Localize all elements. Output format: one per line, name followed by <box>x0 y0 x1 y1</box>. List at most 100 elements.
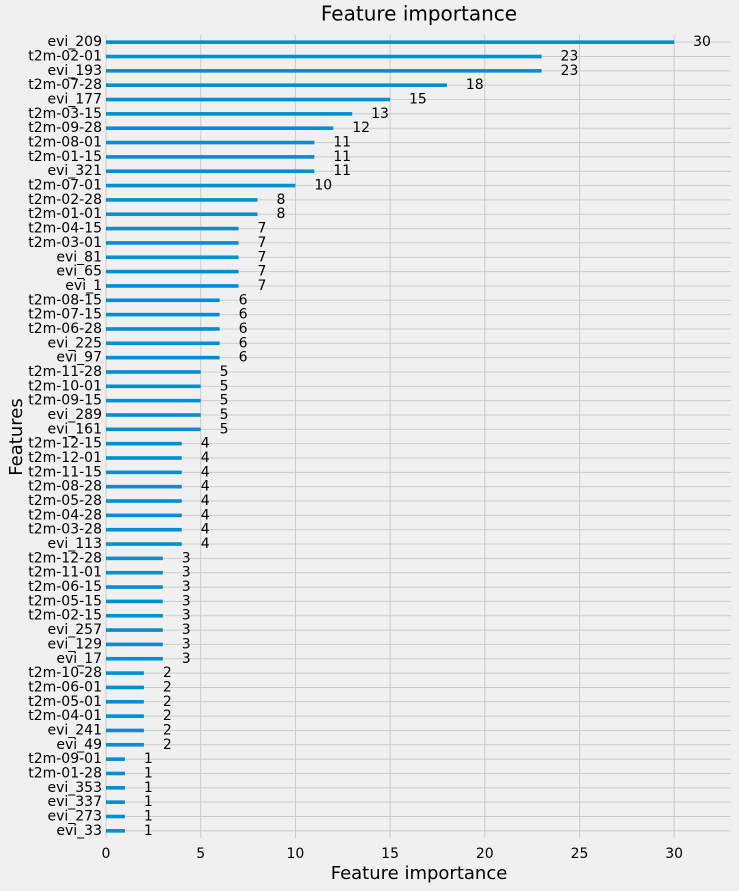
y-tick-label: evi_225 <box>47 335 102 351</box>
x-tick-label: 20 <box>476 846 494 862</box>
y-tick-label: t2m-12-15 <box>28 436 102 452</box>
y-tick-label: evi_193 <box>47 63 102 79</box>
y-tick-label: t2m-03-15 <box>28 106 102 122</box>
value-label: 8 <box>276 206 285 222</box>
value-label: 4 <box>201 536 210 552</box>
bar <box>106 384 201 389</box>
bar <box>106 241 239 245</box>
y-tick-label: t2m-01-15 <box>28 149 102 165</box>
y-tick-label: evi_113 <box>47 536 102 552</box>
bar <box>106 427 201 432</box>
value-label: 5 <box>220 378 229 394</box>
bar <box>106 341 220 346</box>
y-tick-label: evi_33 <box>56 823 102 839</box>
bar <box>106 742 144 747</box>
bar <box>106 312 220 317</box>
value-label: 11 <box>333 163 351 179</box>
bar <box>106 54 542 59</box>
y-tick-label: t2m-05-15 <box>28 593 102 609</box>
value-label: 2 <box>163 708 172 724</box>
y-tick-label: t2m-01-01 <box>28 206 102 222</box>
value-label: 8 <box>276 192 285 208</box>
bar <box>106 499 182 503</box>
bar <box>106 570 163 575</box>
bar <box>106 198 258 202</box>
y-tick-label: evi_1 <box>65 278 102 294</box>
y-tick-label: t2m-08-15 <box>28 292 102 308</box>
value-label: 4 <box>201 436 210 452</box>
value-label: 23 <box>561 49 579 65</box>
y-tick-label: evi_177 <box>47 92 102 108</box>
y-tick-label: evi_49 <box>56 737 102 753</box>
y-tick-label: t2m-09-15 <box>28 393 102 409</box>
value-label: 2 <box>163 722 172 738</box>
bar <box>106 441 182 446</box>
value-label: 7 <box>258 264 267 280</box>
y-tick-label: t2m-05-28 <box>28 493 102 509</box>
bar <box>106 628 163 632</box>
y-tick-label: t2m-10-01 <box>28 378 102 394</box>
value-label: 23 <box>561 63 579 79</box>
value-label: 2 <box>163 665 172 681</box>
bar <box>106 671 144 675</box>
y-tick-label: t2m-11-15 <box>28 464 102 480</box>
bar <box>106 714 144 718</box>
x-axis-label: Feature importance <box>331 863 508 884</box>
y-tick-label: t2m-03-01 <box>28 235 102 251</box>
bar <box>106 169 315 174</box>
y-tick-label: evi_161 <box>47 421 102 437</box>
bar <box>106 140 315 145</box>
y-tick-label: t2m-02-15 <box>28 608 102 624</box>
value-label: 1 <box>144 808 153 824</box>
y-tick-label: t2m-08-01 <box>28 135 102 151</box>
y-tick-label: evi_241 <box>47 722 102 738</box>
value-label: 1 <box>144 765 153 781</box>
value-label: 4 <box>201 479 210 495</box>
value-label: 30 <box>693 34 711 50</box>
bar <box>106 513 182 518</box>
value-label: 3 <box>182 579 191 595</box>
y-tick-label: t2m-09-28 <box>28 120 102 136</box>
bar <box>106 542 182 546</box>
x-tick-label: 0 <box>102 846 111 862</box>
value-label: 6 <box>239 321 248 337</box>
value-label: 6 <box>239 307 248 323</box>
bar <box>106 814 125 819</box>
bar <box>106 786 125 790</box>
y-tick-label: t2m-11-28 <box>28 364 102 380</box>
y-tick-label: evi_81 <box>56 249 102 265</box>
value-label: 3 <box>182 608 191 624</box>
value-label: 3 <box>182 636 191 652</box>
value-label: 5 <box>220 407 229 423</box>
y-tick-label: t2m-06-15 <box>28 579 102 595</box>
y-tick-label: t2m-02-01 <box>28 49 102 65</box>
y-tick-label: evi_337 <box>47 794 102 810</box>
value-label: 7 <box>258 278 267 294</box>
bar <box>106 470 182 475</box>
y-tick-label: evi_97 <box>56 350 102 366</box>
value-label: 5 <box>220 421 229 437</box>
value-label: 11 <box>333 135 351 151</box>
bar <box>106 269 239 274</box>
value-label: 3 <box>182 622 191 638</box>
bar <box>106 327 220 331</box>
y-tick-label: evi_209 <box>47 34 102 50</box>
bar <box>106 585 163 589</box>
bar <box>106 642 163 647</box>
bar <box>106 527 182 532</box>
value-label: 2 <box>163 679 172 695</box>
bar <box>106 355 220 360</box>
y-tick-label: t2m-02-28 <box>28 192 102 208</box>
y-tick-label: t2m-12-28 <box>28 550 102 566</box>
bar <box>106 69 542 73</box>
y-tick-label: evi_65 <box>56 264 102 280</box>
value-label: 7 <box>258 249 267 265</box>
bar <box>106 699 144 704</box>
y-tick-label: t2m-05-01 <box>28 694 102 710</box>
value-label: 4 <box>201 522 210 538</box>
bar <box>106 370 201 374</box>
value-label: 10 <box>314 178 332 194</box>
y-tick-label: evi_129 <box>47 636 102 652</box>
y-tick-label: t2m-12-01 <box>28 450 102 466</box>
